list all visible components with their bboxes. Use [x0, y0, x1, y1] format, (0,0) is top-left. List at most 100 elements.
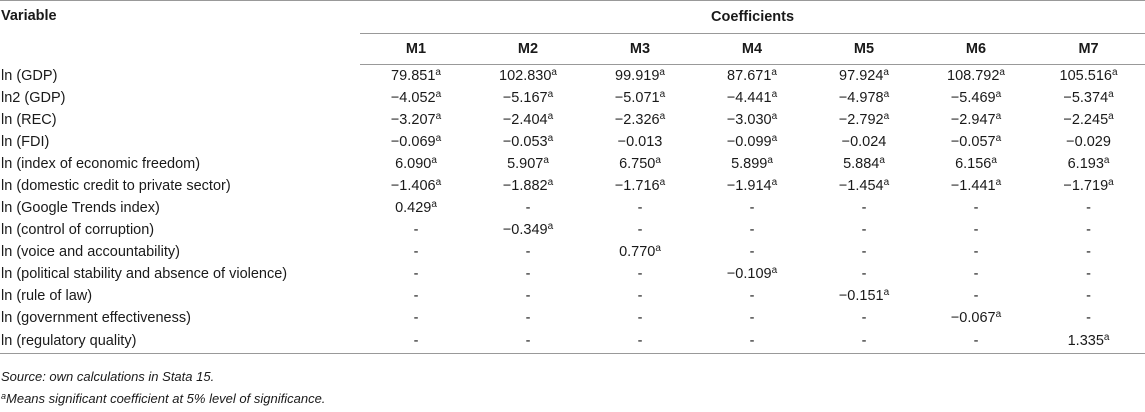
coefficient-cell: 5.907a	[472, 153, 584, 175]
coefficient-cell: 99.919a	[584, 65, 696, 88]
coefficient-cell: −1.914a	[696, 175, 808, 197]
significance-mark: a	[1108, 89, 1114, 100]
coefficient-value: -	[413, 244, 419, 260]
table-body: ln (GDP) 79.851a 102.830a 99.919a 87.671a 97.…	[0, 65, 1145, 354]
coefficient-value: -	[637, 266, 643, 282]
coefficient-value: -	[413, 222, 419, 238]
row-label: ln (REC)	[1, 112, 57, 128]
coefficient-value: 5.899	[731, 156, 768, 172]
coefficient-value: −0.349	[502, 222, 548, 238]
significance-mark: a	[991, 155, 997, 166]
coefficient-value: −1.882	[502, 178, 548, 194]
coefficient-value: -	[637, 333, 643, 349]
coefficient-cell: −0.349a	[472, 219, 584, 241]
coefficient-cell: -	[1032, 241, 1145, 263]
coefficient-value: −2.404	[502, 112, 548, 128]
significance-mark: a	[655, 243, 661, 254]
coefficient-value: 97.924	[839, 68, 884, 84]
table-row: ln (government effectiveness) - - - - - −0.067…	[0, 307, 1145, 329]
coefficient-cell: −4.052a	[360, 87, 472, 109]
significance-mark: a	[771, 265, 778, 276]
coefficient-value: -	[749, 222, 755, 238]
coefficient-cell: −2.792a	[808, 109, 920, 131]
coefficient-cell: −0.024	[808, 131, 920, 153]
coefficient-value: -	[1086, 310, 1091, 326]
coefficient-cell: 108.792a	[920, 65, 1032, 88]
coefficient-value: −4.978	[838, 90, 884, 106]
table-row: ln (domestic credit to private sector) −1…	[0, 175, 1145, 197]
model-header-m7: M7	[1032, 33, 1145, 65]
significance-mark: a	[659, 111, 666, 122]
coefficient-cell: −3.207a	[360, 109, 472, 131]
significance-mark: a	[995, 89, 1002, 100]
significance-mark: a	[431, 199, 437, 210]
table-row: ln (control of corruption) - −0.349a - - - - -	[0, 219, 1145, 241]
coefficient-cell: -	[584, 307, 696, 329]
coefficient-value: −1.441	[950, 178, 996, 194]
coefficient-value: −5.469	[950, 90, 996, 106]
significance-mark: a	[1108, 111, 1114, 122]
coefficient-value: −0.029	[1066, 134, 1111, 150]
significance-mark: a	[995, 309, 1002, 320]
coefficient-cell: −5.374a	[1032, 87, 1145, 109]
coefficient-value: -	[861, 222, 867, 238]
significance-mark: a	[771, 177, 778, 188]
significance-mark: a	[435, 133, 442, 144]
coefficient-cell: −0.053a	[472, 131, 584, 153]
coefficient-cell: −1.716a	[584, 175, 696, 197]
table-row: ln (rule of law) - - - - −0.151a - -	[0, 285, 1145, 307]
coefficient-value: 6.156	[955, 156, 992, 172]
significance-mark: a	[551, 67, 557, 78]
significance-mark: a	[883, 287, 890, 298]
coefficient-cell: −2.947a	[920, 109, 1032, 131]
coefficient-cell: −2.245a	[1032, 109, 1145, 131]
significance-mark: a	[435, 111, 442, 122]
coefficient-value: 0.770	[619, 244, 656, 260]
significance-mark: a	[435, 177, 442, 188]
coefficient-cell: −1.406a	[360, 175, 472, 197]
significance-mark: a	[1111, 67, 1118, 78]
coefficient-cell: -	[472, 263, 584, 285]
table-row: ln2 (GDP) −4.052a −5.167a −5.071a −4.441a −4.…	[0, 87, 1145, 109]
coefficient-value: -	[861, 333, 867, 349]
coefficient-value: -	[749, 310, 755, 326]
significance-mark: a	[767, 155, 773, 166]
coefficient-cell: 79.851a	[360, 65, 472, 88]
significance-mark: a	[547, 89, 554, 100]
coefficient-value: -	[861, 200, 867, 216]
coefficient-cell: -	[920, 263, 1032, 285]
significance-mark: a	[659, 67, 665, 78]
model-header-m1: M1	[360, 33, 472, 65]
coefficient-value: -	[973, 200, 979, 216]
coefficient-value: -	[637, 288, 643, 304]
coefficient-cell: -	[584, 197, 696, 219]
coefficient-cell: −1.719a	[1032, 175, 1145, 197]
coefficient-value: -	[413, 333, 419, 349]
table-row: ln (REC) −3.207a −2.404a −2.326a −3.030a −2.7…	[0, 109, 1145, 131]
coefficient-value: -	[973, 288, 979, 304]
coefficient-cell: −5.167a	[472, 87, 584, 109]
coefficient-cell: -	[1032, 219, 1145, 241]
coefficient-cell: −5.071a	[584, 87, 696, 109]
coefficient-cell: −0.109a	[696, 263, 808, 285]
table-notes: Source: own calculations in Stata 15. aM…	[1, 366, 325, 410]
coefficient-cell: 0.429a	[360, 197, 472, 219]
model-header-m3: M3	[584, 33, 696, 65]
coefficient-cell: 105.516a	[1032, 65, 1145, 88]
significance-mark: a	[771, 67, 777, 78]
coefficient-cell: -	[1032, 263, 1145, 285]
coefficient-value: -	[637, 222, 643, 238]
coefficient-cell: 97.924a	[808, 65, 920, 88]
significance-mark: a	[435, 89, 442, 100]
coefficient-value: −1.406	[390, 178, 436, 194]
coefficient-cell: -	[360, 219, 472, 241]
coefficient-cell: -	[472, 241, 584, 263]
coefficient-value: 6.193	[1067, 156, 1104, 172]
coefficient-value: −5.167	[502, 90, 548, 106]
coefficient-cell: -	[472, 197, 584, 219]
coefficient-value: -	[861, 266, 867, 282]
row-label: ln (voice and accountability)	[1, 244, 180, 260]
coefficient-value: −4.441	[726, 90, 772, 106]
significance-mark: a	[883, 177, 890, 188]
coefficient-value: -	[861, 244, 867, 260]
